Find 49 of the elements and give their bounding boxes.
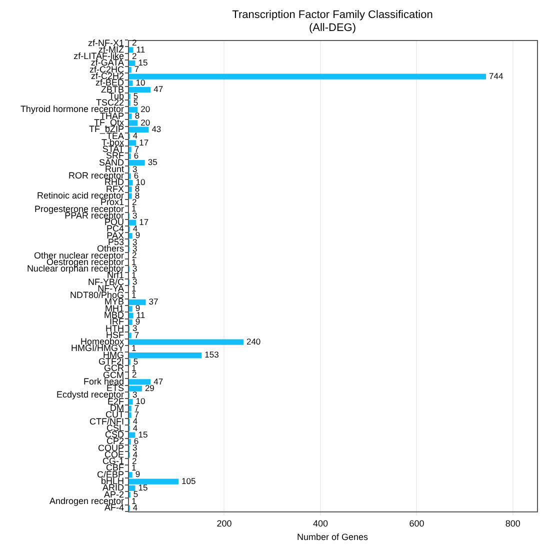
data-label: 7 [134, 64, 140, 74]
data-label: 3 [132, 390, 138, 400]
data-label: 8 [134, 184, 140, 194]
data-label: 5 [133, 90, 138, 101]
data-label: 9 [135, 230, 140, 240]
y-tick-label: NF-YB/C [88, 276, 124, 287]
x-tick-label: 400 [312, 518, 328, 528]
data-label: 2 [132, 50, 137, 61]
data-label: 1 [131, 343, 136, 354]
data-label: 35 [148, 157, 158, 168]
y-tick-label: TF_bZIP [88, 124, 124, 134]
data-label: 105 [182, 476, 196, 486]
data-label: 11 [136, 44, 146, 54]
y-tick-label: AP-2 [104, 489, 124, 500]
x-axis-title: Number of Genes [296, 532, 369, 542]
data-label: 20 [140, 104, 150, 114]
data-label: 4 [132, 130, 138, 141]
data-label: 1 [131, 462, 136, 473]
y-tick-label: AF-4 [104, 502, 124, 513]
x-tick-label: 800 [505, 518, 520, 528]
data-label: 47 [154, 84, 164, 94]
data-label: 29 [144, 382, 155, 393]
data-label: 4 [132, 224, 138, 234]
data-label: 3 [132, 276, 138, 287]
data-label: 3 [132, 164, 138, 174]
y-tick-label: Others [96, 244, 124, 254]
data-label: 17 [139, 216, 149, 227]
data-label: 43 [152, 124, 162, 134]
x-tick-label: 200 [216, 518, 232, 528]
y-tick-label: zf-C2H2 [90, 71, 124, 81]
data-label: 3 [132, 236, 138, 247]
data-label: 15 [138, 429, 148, 440]
data-label: 17 [139, 137, 149, 148]
data-label: 3 [132, 442, 138, 453]
data-label: 744 [488, 70, 504, 81]
data-label: 15 [138, 58, 148, 68]
chart-title: Transcription Factor Family Classification (All-DEG) [232, 9, 433, 34]
data-label: 1 [131, 256, 136, 267]
data-label: 15 [138, 482, 148, 493]
data-label: 3 [132, 323, 138, 334]
data-label: 153 [204, 350, 220, 360]
data-label: 20 [140, 117, 150, 128]
data-label: 8 [134, 110, 140, 121]
x-tick-label: 600 [409, 518, 424, 528]
data-label: 9 [135, 469, 140, 480]
data-label: 10 [136, 78, 146, 88]
data-label: 47 [154, 376, 164, 386]
data-label: 240 [246, 336, 261, 346]
data-label: 37 [148, 296, 159, 307]
